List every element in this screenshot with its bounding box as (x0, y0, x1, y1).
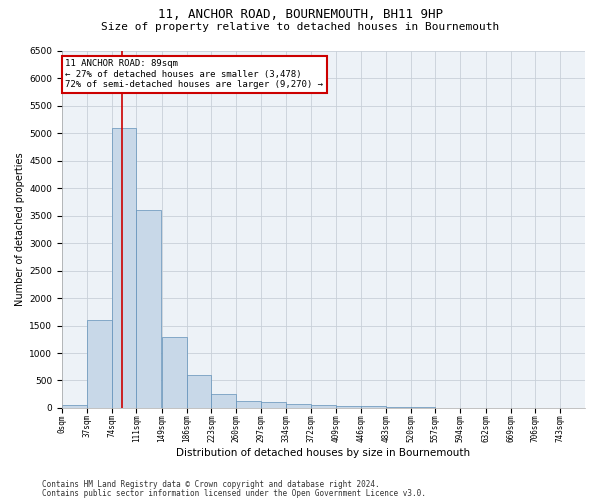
Bar (187, 375, 211, 408)
Bar (136, 210, 161, 408)
Bar (112, 128, 136, 408)
Text: Contains public sector information licensed under the Open Government Licence v3: Contains public sector information licen… (42, 488, 426, 498)
Bar (62, 405, 87, 408)
Bar (361, 406, 386, 408)
Bar (162, 336, 187, 408)
Bar (87, 320, 112, 408)
X-axis label: Distribution of detached houses by size in Bournemouth: Distribution of detached houses by size … (176, 448, 470, 458)
Bar (311, 405, 336, 408)
Text: 11, ANCHOR ROAD, BOURNEMOUTH, BH11 9HP: 11, ANCHOR ROAD, BOURNEMOUTH, BH11 9HP (157, 8, 443, 20)
Y-axis label: Number of detached properties: Number of detached properties (15, 152, 25, 306)
Text: Size of property relative to detached houses in Bournemouth: Size of property relative to detached ho… (101, 22, 499, 32)
Bar (236, 401, 261, 408)
Bar (286, 404, 311, 408)
Bar (211, 394, 236, 408)
Bar (336, 406, 361, 408)
Bar (386, 407, 410, 408)
Text: Contains HM Land Registry data © Crown copyright and database right 2024.: Contains HM Land Registry data © Crown c… (42, 480, 380, 489)
Text: 11 ANCHOR ROAD: 89sqm
← 27% of detached houses are smaller (3,478)
72% of semi-d: 11 ANCHOR ROAD: 89sqm ← 27% of detached … (65, 59, 323, 89)
Bar (261, 402, 286, 408)
